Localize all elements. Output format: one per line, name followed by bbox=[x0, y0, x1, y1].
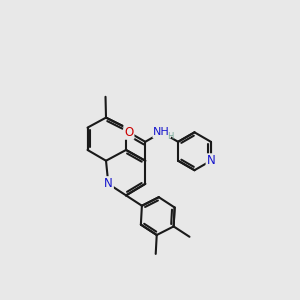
Text: H: H bbox=[167, 132, 174, 141]
Text: N: N bbox=[104, 177, 113, 190]
Text: N: N bbox=[206, 154, 215, 167]
Text: NH: NH bbox=[153, 127, 170, 137]
Text: N: N bbox=[104, 177, 113, 190]
Text: O: O bbox=[124, 126, 134, 139]
